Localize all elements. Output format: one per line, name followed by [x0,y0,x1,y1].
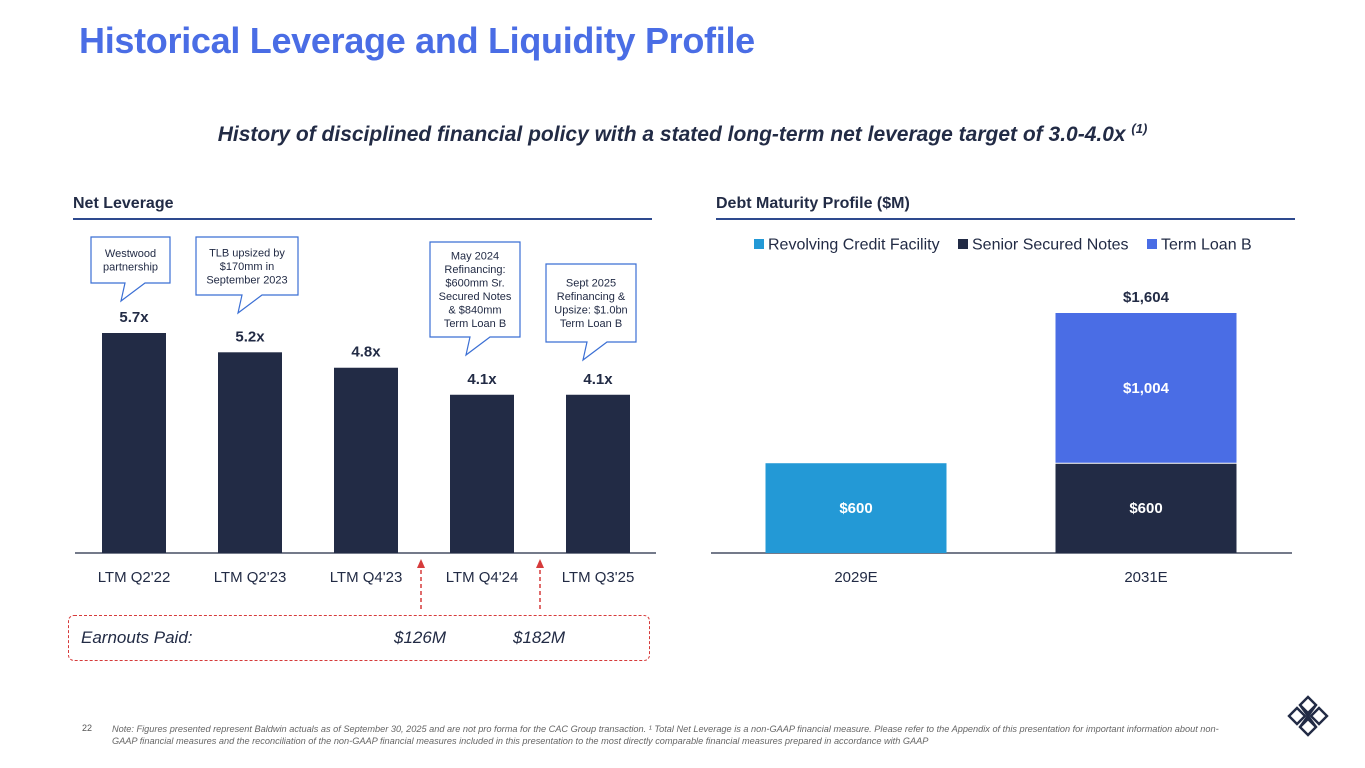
lev-callout-text: Term Loan B [444,318,506,330]
lev-callout-text: $170mm in [220,261,274,273]
lev-value-label: 4.1x [583,371,613,388]
debt-total-label: $1,604 [1123,289,1170,306]
lev-callout-text: May 2024 [451,251,499,263]
lev-callout-text: $600mm Sr. [445,278,504,290]
lev-bar [218,352,282,553]
lev-callout-text: Refinancing: [444,264,505,276]
legend-label: Revolving Credit Facility [768,237,940,254]
debt-maturity-header: Debt Maturity Profile ($M) [716,195,1295,220]
lev-callout-text: Refinancing & [557,291,626,303]
net-leverage-chart: 5.7x LTM Q2'22 5.2x LTM Q2'23 4.8x LTM Q4'23 4… [75,236,656,586]
legend-label: Senior Secured Notes [972,237,1129,254]
lev-callout-text: Sept 2025 [566,278,616,290]
debt-segment-label: $600 [1129,500,1162,517]
net-leverage-header: Net Leverage [73,195,652,220]
lev-category-label: LTM Q4'23 [330,569,403,586]
lev-category-label: LTM Q2'23 [214,569,287,586]
debt-bar-segment [765,463,947,553]
lev-bar [334,367,398,553]
earnout-value-q4-24: $182M [513,628,565,647]
legend-label: Term Loan B [1161,237,1252,254]
lev-callout-text: Term Loan B [560,318,622,330]
lev-bar [566,394,630,553]
lev-value-label: 4.1x [467,371,497,388]
lev-callout-text: TLB upsized by [209,247,285,259]
subtitle-footnote-ref: (1) [1131,121,1148,136]
lev-bar [450,394,514,553]
lev-callout-text: Upsize: $1.0bn [554,305,627,317]
earnout-value-q4-23: $126M [394,628,446,647]
debt-bar-segment [1055,313,1237,464]
lev-callout-box [429,241,521,357]
page-number: 22 [82,723,93,733]
company-logo-icon [1287,695,1329,737]
lev-callout-text: Westwood [105,248,156,260]
lev-callout-box [90,236,171,303]
debt-category-label: 2031E [1124,569,1167,586]
legend-swatch [1147,239,1157,249]
debt-bar-segment [1055,463,1237,553]
debt-maturity-chart: Revolving Credit Facility Senior Secured … [711,237,1292,586]
lev-callout-text: September 2023 [206,274,287,286]
lev-category-label: LTM Q3'25 [562,569,635,586]
lev-category-label: LTM Q2'22 [98,569,171,586]
debt-category-label: 2029E [834,569,877,586]
footnote: Note: Figures presented represent Baldwi… [112,724,1219,746]
earnouts-label: Earnouts Paid: [81,628,193,647]
lev-callout-box [195,236,299,315]
debt-segment-label: $600 [839,500,872,517]
lev-callout-box [545,263,637,362]
lev-callout-text: Secured Notes [439,291,512,303]
page-subtitle: History of disciplined financial policy … [0,121,1365,147]
subtitle-text: History of disciplined financial policy … [217,123,1126,146]
legend-swatch [958,239,968,249]
lev-callout-text: & $840mm [448,305,501,317]
debt-segment-label: $1,004 [1123,380,1170,397]
earnout-arrow-head [536,559,544,568]
lev-bar [102,333,166,553]
page-title: Historical Leverage and Liquidity Profil… [79,20,755,61]
legend-swatch [754,239,764,249]
earnouts-box [68,615,650,661]
lev-category-label: LTM Q4'24 [446,569,519,586]
earnout-arrow-head [417,559,425,568]
lev-value-label: 4.8x [351,344,381,361]
lev-value-label: 5.2x [235,328,265,345]
earnout-arrows [417,559,544,612]
lev-value-label: 5.7x [119,309,149,326]
lev-callout-text: partnership [103,262,158,274]
